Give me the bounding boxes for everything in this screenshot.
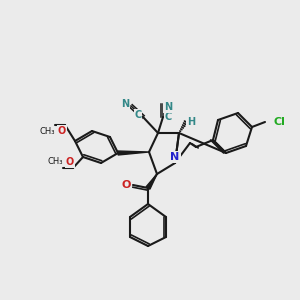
Text: C: C bbox=[164, 112, 172, 122]
Text: N: N bbox=[170, 152, 180, 162]
Text: Cl: Cl bbox=[273, 117, 285, 127]
Text: H: H bbox=[187, 117, 195, 127]
Text: N: N bbox=[121, 99, 129, 109]
Text: O: O bbox=[121, 180, 131, 190]
Text: N: N bbox=[164, 102, 172, 112]
Text: O: O bbox=[58, 126, 66, 136]
Polygon shape bbox=[118, 151, 149, 155]
Text: C: C bbox=[134, 110, 142, 120]
Polygon shape bbox=[146, 174, 157, 189]
Text: CH₃: CH₃ bbox=[39, 127, 55, 136]
Text: O: O bbox=[66, 157, 74, 167]
Text: CH₃: CH₃ bbox=[47, 158, 63, 166]
